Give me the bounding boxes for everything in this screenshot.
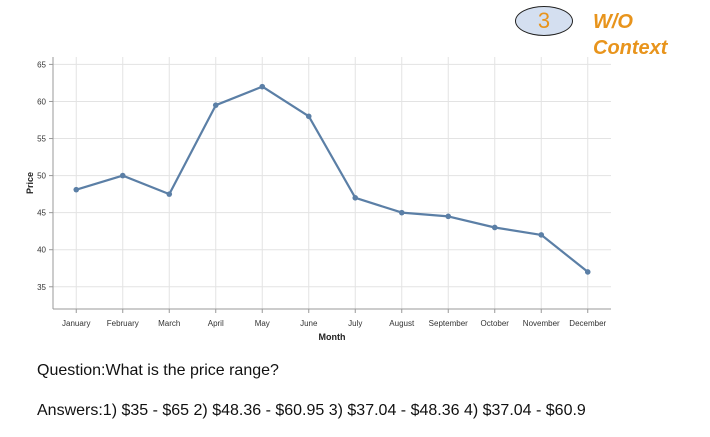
answers-text: Answers:1) $35 - $65 2) $48.36 - $60.95 … [37, 402, 586, 419]
y-tick-label: 40 [37, 246, 46, 255]
x-tick-label: May [255, 319, 270, 328]
x-tick-label: July [348, 319, 362, 328]
data-point [491, 224, 498, 231]
y-tick-label: 60 [37, 97, 46, 106]
x-tick-label: August [389, 319, 415, 328]
data-point [212, 102, 219, 108]
data-point [259, 83, 266, 90]
data-point [584, 269, 591, 275]
chart-grid [53, 57, 611, 309]
y-axis-title: Price [25, 172, 35, 194]
series-line [75, 85, 589, 273]
x-tick-label: October [481, 319, 510, 328]
x-axis-title: Month [319, 332, 346, 342]
data-point [538, 232, 545, 238]
question-text: Question:What is the price range? [37, 362, 279, 379]
context-label-line2: Context [593, 37, 668, 59]
x-tick-label: January [62, 319, 90, 328]
x-tick-label: November [523, 319, 560, 328]
context-label-line1: W/O [593, 11, 633, 33]
x-tick-label: April [208, 319, 224, 328]
data-point [73, 186, 80, 193]
y-tick-label: 65 [37, 60, 46, 69]
data-point [119, 172, 126, 179]
line-chart: 35 40 45 50 55 60 65 January February March April M… [25, 57, 611, 342]
data-point [352, 195, 359, 201]
y-tick-label: 45 [37, 209, 46, 218]
data-point [445, 213, 452, 220]
chart-labels: 35 40 45 50 55 60 65 January February March April M… [25, 60, 607, 342]
x-tick-label: December [569, 319, 606, 328]
badge-number: 3 [537, 8, 551, 33]
number-badge: 3 [515, 6, 573, 36]
x-tick-label: September [429, 319, 468, 328]
chart-series [73, 83, 591, 275]
chart-axes [49, 57, 611, 313]
y-tick-label: 55 [37, 135, 46, 144]
y-tick-label: 50 [37, 172, 46, 181]
y-tick-label: 35 [37, 283, 46, 292]
x-tick-label: February [107, 319, 139, 328]
x-tick-label: June [300, 319, 318, 328]
context-label: W/O Context [593, 9, 708, 61]
x-tick-label: March [158, 319, 180, 328]
data-point [398, 209, 405, 216]
data-point [305, 113, 312, 120]
data-point [166, 191, 173, 197]
